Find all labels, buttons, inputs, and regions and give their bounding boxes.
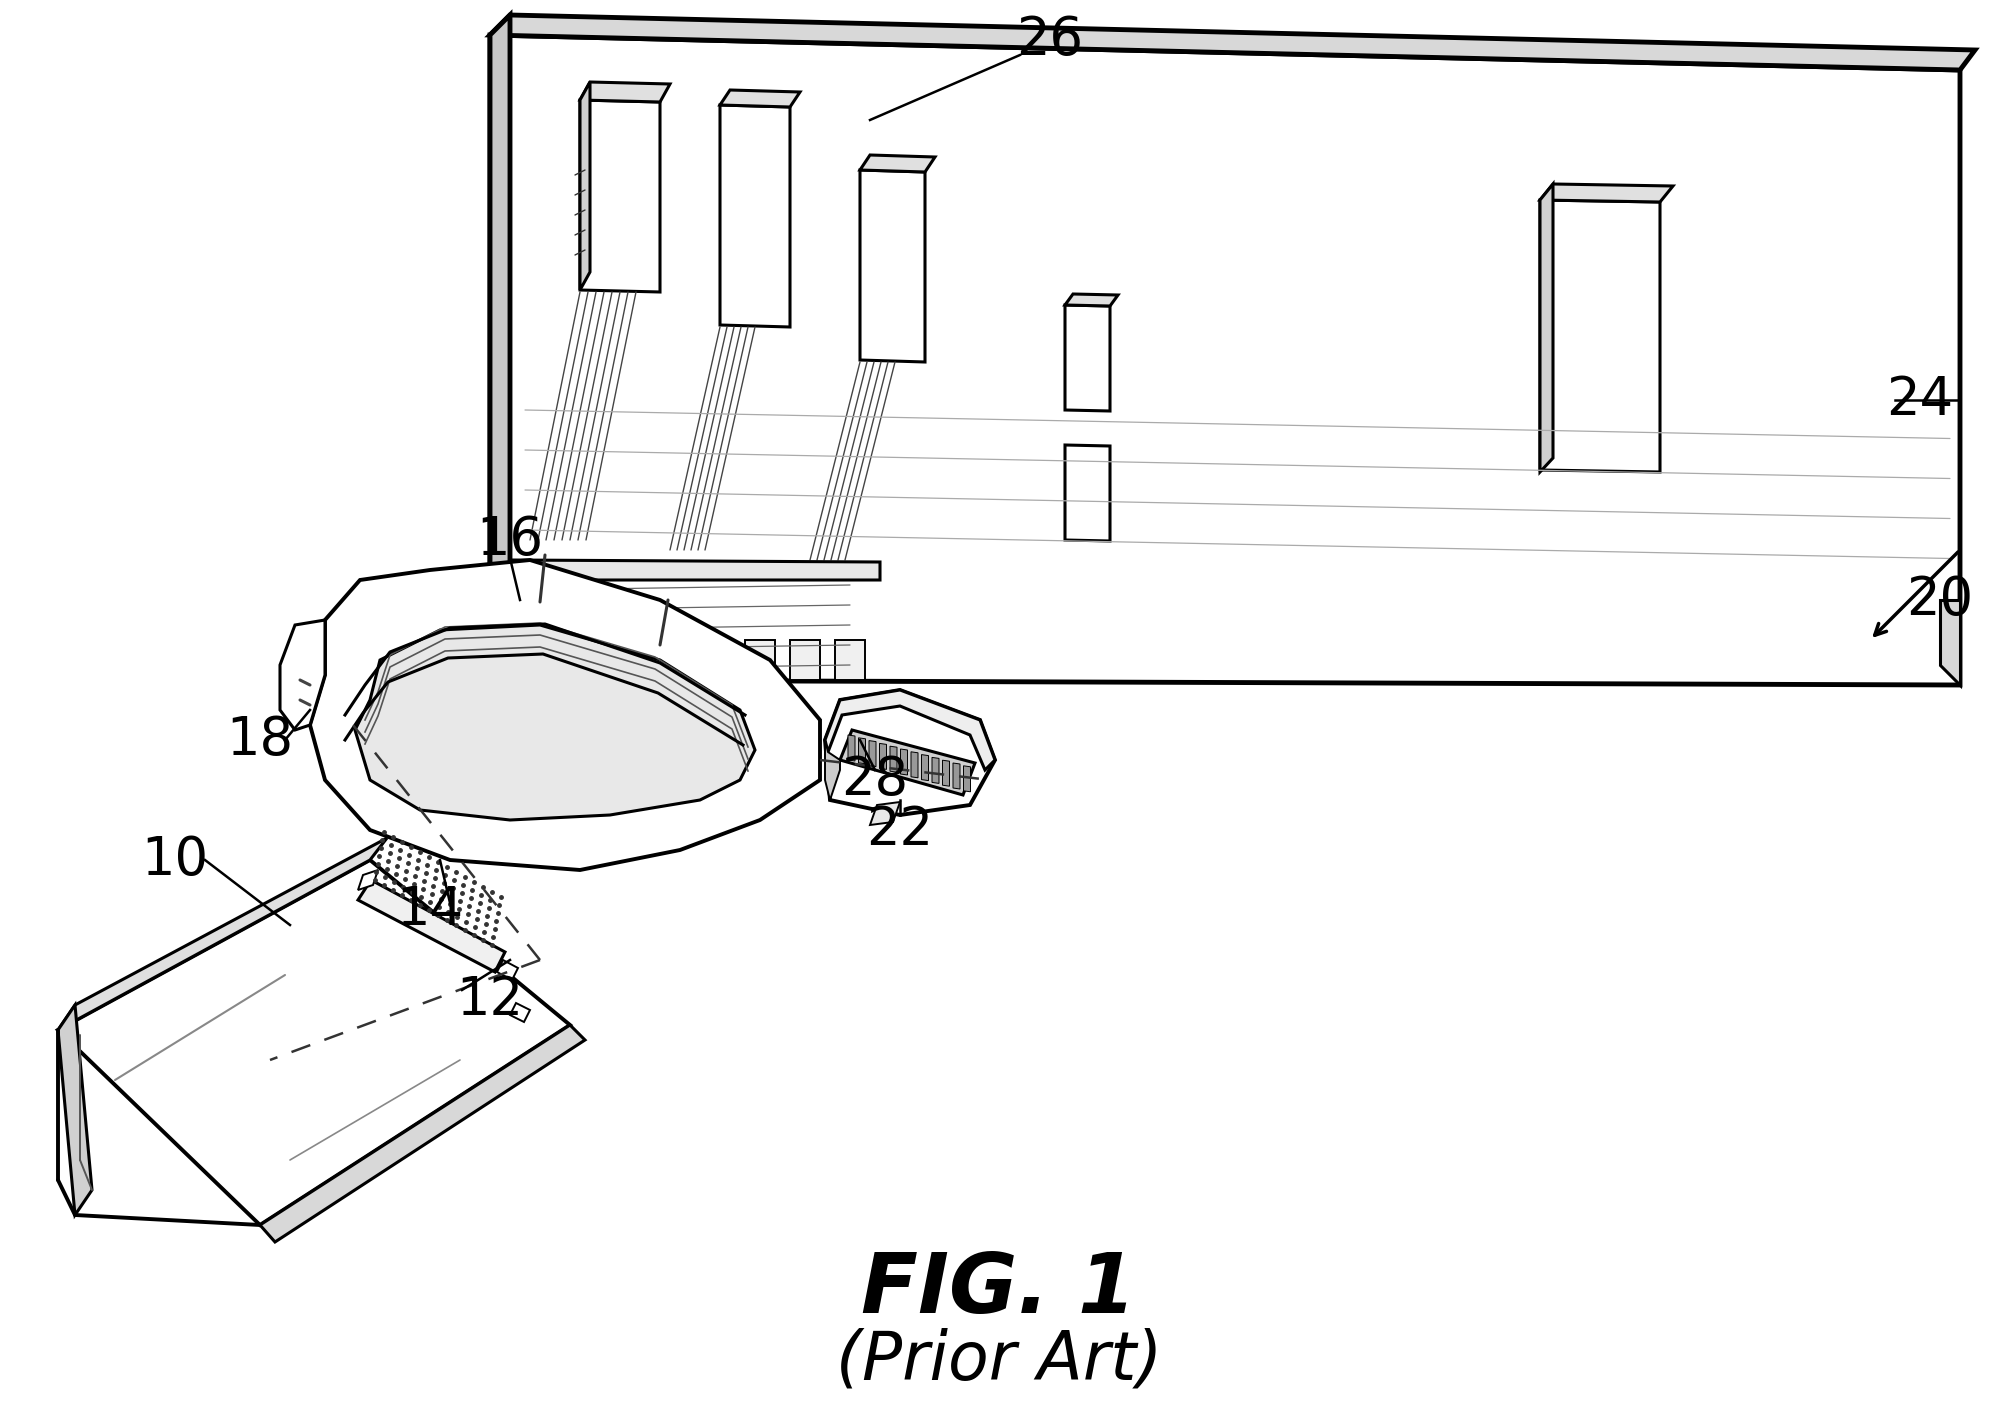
Polygon shape <box>1065 294 1117 305</box>
Polygon shape <box>889 746 897 772</box>
Polygon shape <box>859 155 935 172</box>
Text: 22: 22 <box>865 804 933 856</box>
Polygon shape <box>280 621 326 730</box>
Polygon shape <box>835 640 865 680</box>
Polygon shape <box>699 640 729 680</box>
Polygon shape <box>58 1005 92 1216</box>
Polygon shape <box>899 748 907 775</box>
Polygon shape <box>1538 200 1658 471</box>
Polygon shape <box>579 82 589 290</box>
Polygon shape <box>356 625 755 819</box>
Polygon shape <box>789 640 819 680</box>
Polygon shape <box>963 765 969 792</box>
Polygon shape <box>1065 305 1109 410</box>
Polygon shape <box>857 738 865 764</box>
Text: (Prior Art): (Prior Art) <box>835 1328 1161 1393</box>
Text: 12: 12 <box>456 974 523 1027</box>
Polygon shape <box>931 757 939 784</box>
Polygon shape <box>609 640 639 680</box>
Text: FIG. 1: FIG. 1 <box>861 1250 1137 1331</box>
Polygon shape <box>58 838 388 1030</box>
Polygon shape <box>358 870 378 890</box>
Polygon shape <box>847 736 855 761</box>
Text: 28: 28 <box>841 754 909 807</box>
Polygon shape <box>1938 601 1958 684</box>
Polygon shape <box>719 105 789 327</box>
Polygon shape <box>490 16 1974 70</box>
Polygon shape <box>565 640 595 680</box>
Polygon shape <box>745 640 775 680</box>
Polygon shape <box>719 89 799 106</box>
Text: 10: 10 <box>142 834 208 886</box>
Polygon shape <box>941 760 949 787</box>
Polygon shape <box>260 1025 585 1242</box>
Polygon shape <box>953 763 959 790</box>
Text: 14: 14 <box>396 885 464 936</box>
Polygon shape <box>579 99 659 293</box>
Polygon shape <box>1538 185 1672 202</box>
Text: 24: 24 <box>1886 373 1952 426</box>
Polygon shape <box>490 36 1958 684</box>
Polygon shape <box>519 640 549 680</box>
Text: 18: 18 <box>226 714 294 765</box>
Polygon shape <box>490 16 509 680</box>
Polygon shape <box>58 861 569 1225</box>
Polygon shape <box>869 741 875 767</box>
Polygon shape <box>498 960 517 980</box>
Polygon shape <box>825 690 995 770</box>
Text: 16: 16 <box>476 514 543 567</box>
Polygon shape <box>655 640 685 680</box>
Polygon shape <box>509 1003 529 1022</box>
Text: 20: 20 <box>1906 574 1972 626</box>
Polygon shape <box>911 751 917 778</box>
Text: 26: 26 <box>1015 14 1083 65</box>
Polygon shape <box>1538 185 1552 471</box>
Polygon shape <box>310 559 819 870</box>
Polygon shape <box>358 880 505 973</box>
Polygon shape <box>1065 444 1109 541</box>
Polygon shape <box>825 690 995 815</box>
Polygon shape <box>579 82 669 102</box>
Polygon shape <box>879 744 885 770</box>
Polygon shape <box>490 559 879 680</box>
Polygon shape <box>839 730 975 795</box>
Polygon shape <box>859 170 925 362</box>
Polygon shape <box>921 754 927 781</box>
Polygon shape <box>825 740 839 799</box>
Polygon shape <box>869 802 899 825</box>
